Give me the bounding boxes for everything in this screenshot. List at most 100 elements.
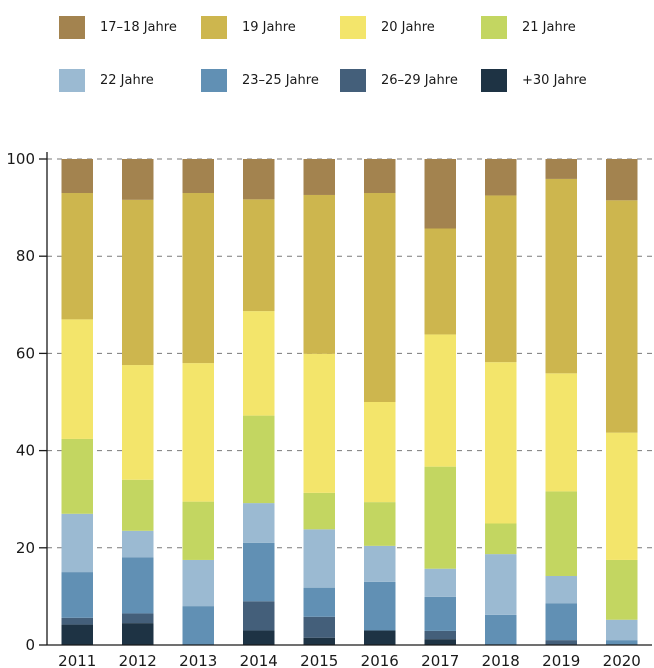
bar-segment [303,353,335,493]
legend-label: 17–18 Jahre [100,19,177,35]
x-tick-label: 2015 [300,652,338,668]
bar-segment [243,415,275,504]
legend-item-19: 19 Jahre [201,14,296,40]
legend-item-30-plus: +30 Jahre [481,67,587,93]
bar-segment [606,200,638,433]
bar-segment [61,624,93,645]
bar-segment [122,557,154,614]
bar-segment [61,438,93,514]
legend-swatch [481,15,507,39]
bar-segment [122,613,154,624]
chart-legend: 17–18 Jahre 19 Jahre 20 Jahre 21 Jahre 2… [0,0,654,110]
bar-segment [424,466,456,569]
x-tick-label: 2013 [179,652,217,668]
bar-segment [424,334,456,467]
legend-label: 26–29 Jahre [381,72,458,88]
legend-swatch [201,68,227,92]
bar-segment [545,491,577,576]
legend-label: 23–25 Jahre [242,72,319,88]
bar-segment [424,568,456,597]
legend-label: 21 Jahre [522,19,576,35]
legend-item-17-18: 17–18 Jahre [59,14,177,40]
bar-segment [303,194,335,354]
bar-segment [122,199,154,366]
legend-item-20: 20 Jahre [340,14,435,40]
x-tick-label: 2012 [119,652,157,668]
bar-segment [61,159,93,194]
bar-segment [485,362,517,524]
bar-segment [485,159,517,196]
y-tick-label: 40 [16,442,35,460]
bar-segment [182,159,214,194]
bar-segment [122,623,154,645]
bar-segment [243,199,275,312]
legend-label: 20 Jahre [381,19,435,35]
bar-segment [545,575,577,604]
y-tick-label: 100 [6,150,35,168]
bar-segment [182,501,214,560]
bar-segment [606,159,638,201]
bar-segment [61,513,93,573]
bar-segment [485,554,517,615]
bar-segment [485,614,517,645]
x-tick-label: 2011 [58,652,96,668]
x-tick-label: 2018 [482,652,520,668]
bar-segment [424,630,456,640]
bar-segment [364,159,396,194]
bar-segment [122,365,154,480]
bar-segment [545,178,577,374]
bar-segment [606,640,638,645]
bar-segment [545,603,577,641]
legend-item-22: 22 Jahre [59,67,154,93]
legend-swatch [340,68,366,92]
bar-segment [424,596,456,631]
bar-segment [182,363,214,502]
x-tick-label: 2014 [240,652,278,668]
bar-segment [424,159,456,229]
bar-segment [243,311,275,416]
bar-segment [545,640,577,645]
bar-segment [364,581,396,631]
y-tick-label: 80 [16,247,35,265]
bar-segment [182,559,214,607]
legend-label: 22 Jahre [100,72,154,88]
bar-segment [606,432,638,560]
bar-segment [61,572,93,618]
x-tick-label: 2017 [421,652,459,668]
bar-segment [364,630,396,645]
legend-item-26-29: 26–29 Jahre [340,67,458,93]
bar-segment [243,601,275,631]
bar-segment [364,193,396,402]
stacked-bar-chart: 0 20 40 60 80 100 2011 2012 2013 2014 2015 2016 2017… [6,150,652,668]
bar-segment [303,529,335,588]
bar-segment [364,545,396,582]
bar-segment [424,228,456,335]
bar-segment [243,630,275,645]
bar-segment [182,606,214,645]
legend-item-23-25: 23–25 Jahre [201,67,319,93]
y-tick-label: 60 [16,344,35,362]
bar-segment [122,530,154,558]
bar-segment [303,587,335,617]
bar-segment [485,523,517,555]
bar-segment [61,193,93,320]
bar-segment [364,502,396,546]
bar-segment [303,616,335,638]
bar-segment [606,559,638,620]
bar-segment [243,542,275,602]
bar-segment [243,159,275,200]
legend-item-21: 21 Jahre [481,14,576,40]
legend-label: +30 Jahre [522,72,587,88]
bar-segment [424,639,456,645]
x-tick-label: 2020 [603,652,641,668]
legend-swatch [481,68,507,92]
bar-segment [303,159,335,195]
y-tick-label: 20 [16,539,35,557]
bar-segment [545,159,577,179]
bar-segment [182,193,214,364]
bar-segment [364,402,396,503]
bar-segment [303,492,335,530]
bar-segment [485,195,517,363]
legend-swatch [59,68,85,92]
bar-segment [545,373,577,492]
